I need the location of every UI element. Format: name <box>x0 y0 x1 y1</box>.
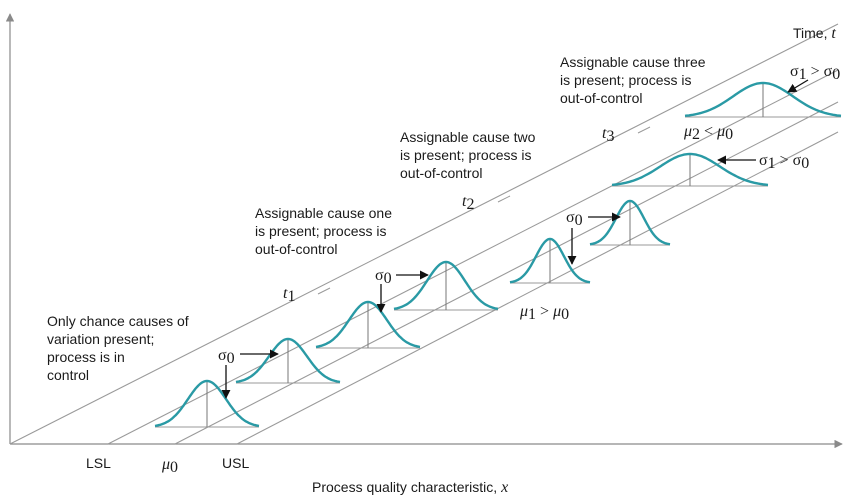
t2-label: t2 <box>462 193 474 213</box>
sigma0-label-3: σ0 <box>566 209 583 229</box>
mu2-lt-mu0-label: μ2 < μ0 <box>683 123 733 143</box>
mean-rail <box>174 101 839 445</box>
svg-text:is present; process is: is present; process is <box>255 223 387 239</box>
tick-t2 <box>497 195 511 203</box>
curve-mean-shift-1 <box>315 300 421 349</box>
sigma1-gt-sigma0-label-1: σ1 > σ0 <box>759 152 809 172</box>
annotation-cause-two: Assignable cause two is present; process… <box>400 129 536 181</box>
time-axis <box>9 23 839 445</box>
tick-t3 <box>637 126 651 134</box>
svg-text:Only chance causes of: Only chance causes of <box>47 313 189 329</box>
curve-variance-shift-1 <box>611 152 769 187</box>
svg-text:Assignable cause one: Assignable cause one <box>255 205 392 221</box>
svg-text:out-of-control: out-of-control <box>400 165 482 181</box>
x-axis-label: Process quality characteristic, x <box>312 479 508 496</box>
lsl-label: LSL <box>86 455 111 471</box>
mu1-gt-mu0-label: μ1 > μ0 <box>519 303 569 323</box>
annotation-cause-one: Assignable cause one is present; process… <box>255 205 392 257</box>
t1-label: t1 <box>283 285 295 305</box>
usl-rail <box>236 131 839 445</box>
curve-in-control-1 <box>154 379 260 428</box>
sigma0-label-2: σ0 <box>375 267 392 287</box>
sigma1-arrow-2 <box>787 79 809 93</box>
sigma0-label-1: σ0 <box>218 347 235 367</box>
distribution-curves <box>154 81 842 428</box>
curve-mean-shift-2 <box>393 260 499 311</box>
svg-text:Assignable cause three: Assignable cause three <box>560 54 706 70</box>
curve-mean-up-2 <box>589 199 671 246</box>
time-axis-label: Time, t <box>793 25 836 42</box>
annotation-in-control: Only chance causes of variation present;… <box>47 313 189 383</box>
annotation-cause-three: Assignable cause three is present; proce… <box>560 54 706 106</box>
sigma1-gt-sigma0-label-2: σ1 > σ0 <box>790 63 840 83</box>
svg-text:variation present;: variation present; <box>47 331 154 347</box>
svg-text:control: control <box>47 367 89 383</box>
svg-text:Assignable cause two: Assignable cause two <box>400 129 536 145</box>
svg-text:process is in: process is in <box>47 349 125 365</box>
svg-text:out-of-control: out-of-control <box>560 90 642 106</box>
tick-t1 <box>317 287 331 295</box>
mu0-label: μ0 <box>161 456 178 476</box>
svg-text:is present; process is: is present; process is <box>560 72 692 88</box>
lsl-rail <box>107 69 839 445</box>
t3-label: t3 <box>602 125 614 145</box>
svg-text:out-of-control: out-of-control <box>255 241 337 257</box>
usl-label: USL <box>222 455 249 471</box>
curve-in-control-2 <box>235 337 341 384</box>
curve-variance-shift-2 <box>684 81 842 117</box>
svg-text:is present; process is: is present; process is <box>400 147 532 163</box>
curve-mean-up-1 <box>509 237 591 284</box>
